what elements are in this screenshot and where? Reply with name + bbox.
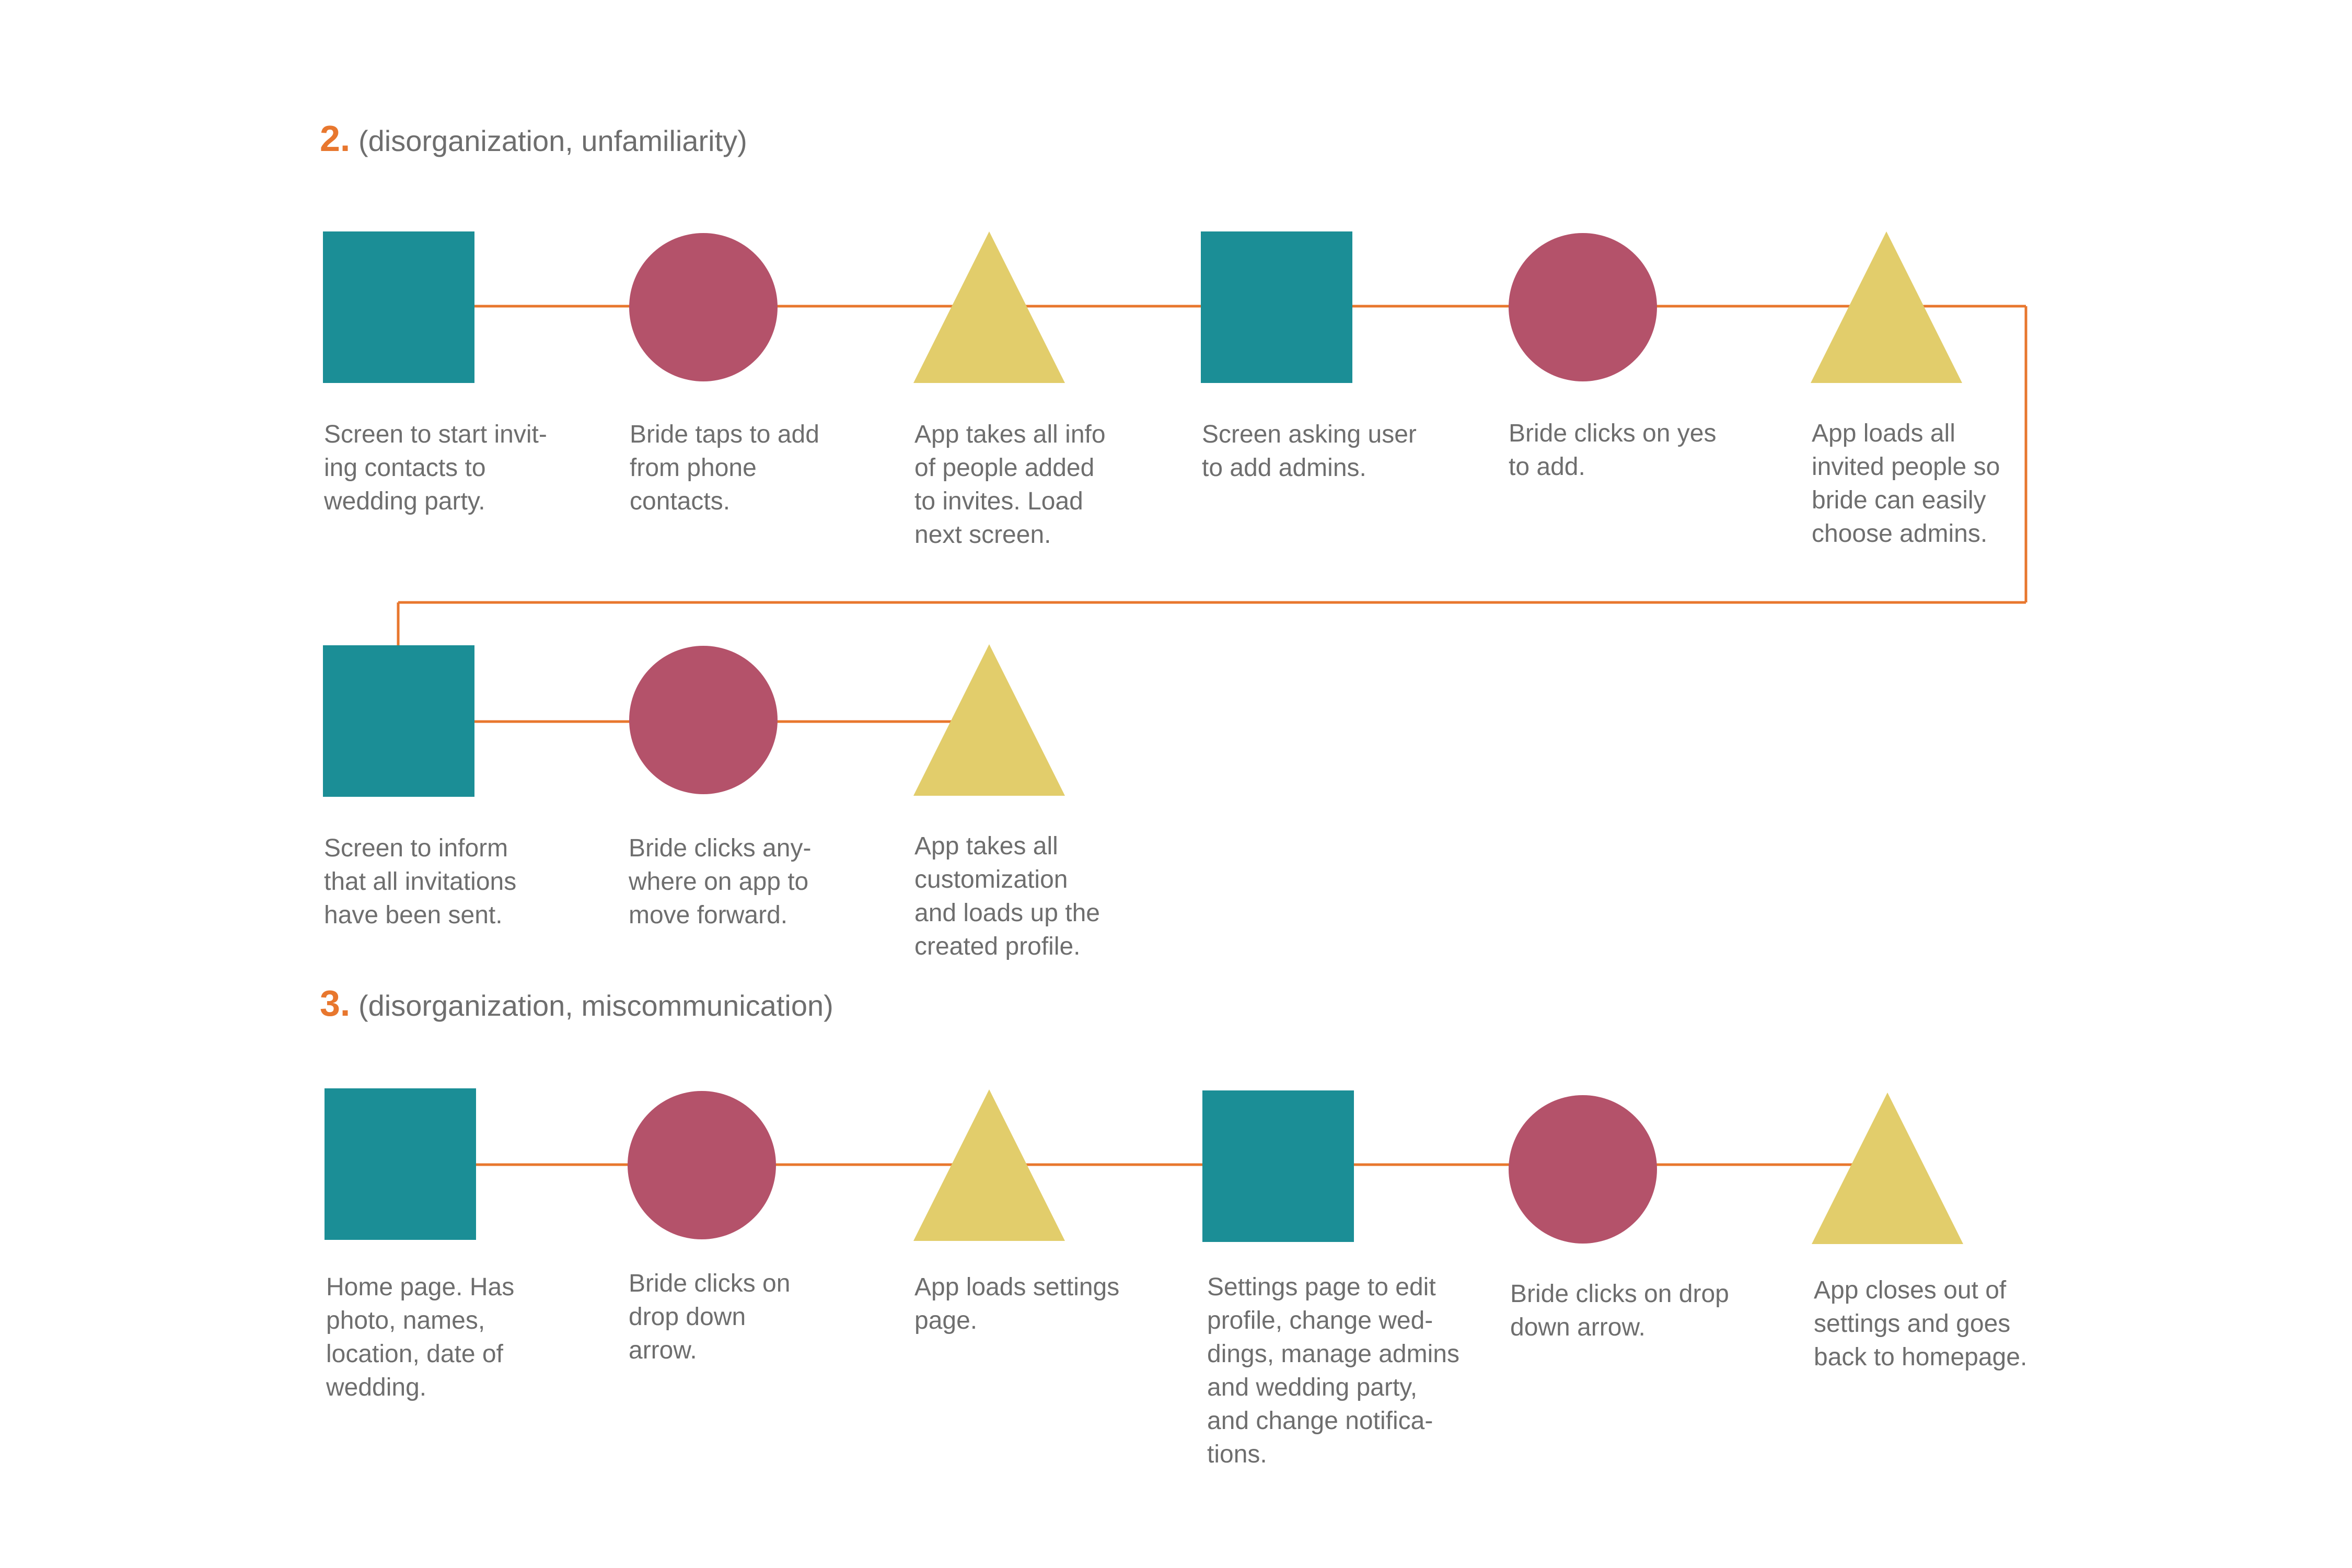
step-label: Screen asking user to add admins. xyxy=(1202,421,1417,482)
flow-shapes xyxy=(323,231,1963,1244)
step-label: Screen to start invit- ing contacts to w… xyxy=(324,421,547,515)
step-label: App closes out of settings and goes back… xyxy=(1814,1276,2027,1371)
section-number: 2. xyxy=(320,118,351,159)
step-triangle-2-9 xyxy=(913,644,1065,796)
step-label: Bride clicks on drop down arrow. xyxy=(1510,1280,1729,1341)
step-triangle-2-3 xyxy=(913,231,1065,383)
step-triangle-3-6 xyxy=(1812,1093,1963,1244)
step-label: Bride clicks on drop down arrow. xyxy=(629,1270,791,1364)
step-circle-3-2 xyxy=(628,1091,776,1239)
step-label: Settings page to edit profile, change we… xyxy=(1207,1273,1459,1468)
step-square-2-1 xyxy=(323,231,474,383)
step-label: App loads settings page. xyxy=(914,1273,1120,1334)
section-title-3: 3. (disorganization, miscommunication) xyxy=(320,982,833,1024)
step-triangle-3-3 xyxy=(913,1089,1065,1241)
step-circle-3-5 xyxy=(1509,1095,1657,1244)
step-label: Home page. Has photo, names, location, d… xyxy=(326,1273,515,1401)
step-label: Bride clicks on yes to add. xyxy=(1509,420,1717,481)
step-square-3-1 xyxy=(325,1088,476,1240)
section-title-2: 2. (disorganization, unfamiliarity) xyxy=(320,118,747,159)
step-label: Bride clicks any- where on app to move f… xyxy=(629,834,812,929)
section-subtitle: (disorganization, unfamiliarity) xyxy=(358,124,747,157)
step-circle-2-5 xyxy=(1509,233,1657,381)
step-label: Screen to inform that all invitations ha… xyxy=(324,834,517,929)
step-triangle-2-6 xyxy=(1811,231,1962,383)
step-circle-2-8 xyxy=(629,646,778,794)
step-label: App loads all invited people so bride ca… xyxy=(1812,420,2000,548)
step-square-2-4 xyxy=(1201,231,1352,383)
section-number: 3. xyxy=(320,983,351,1024)
step-label: Bride taps to add from phone contacts. xyxy=(630,421,819,515)
section-subtitle: (disorganization, miscommunication) xyxy=(358,989,833,1022)
step-square-2-7 xyxy=(323,645,474,797)
step-label: App takes all info of people added to in… xyxy=(914,421,1106,549)
step-square-3-4 xyxy=(1202,1090,1354,1242)
step-label: App takes all customization and loads up… xyxy=(914,832,1100,960)
step-circle-2-2 xyxy=(629,233,778,381)
